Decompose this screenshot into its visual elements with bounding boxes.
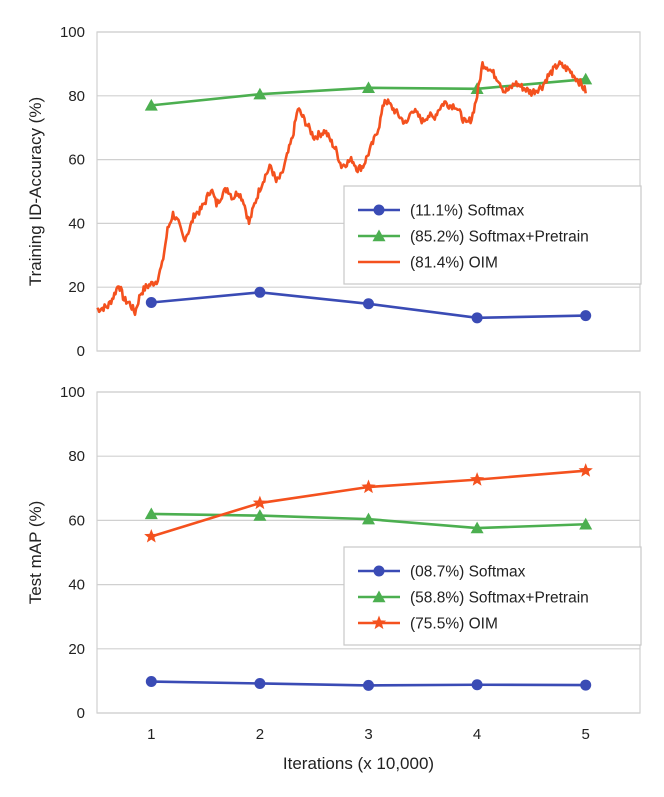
x-tick-label: 5 (582, 726, 590, 743)
y-tick-label: 80 (68, 88, 85, 105)
data-point (362, 512, 375, 525)
data-point (471, 312, 483, 324)
legend-label: (58.8%) Softmax+Pretrain (410, 590, 589, 607)
x-tick-label: 4 (473, 726, 481, 743)
y-tick-label: 40 (68, 577, 85, 594)
series-0 (145, 286, 592, 324)
data-point (580, 679, 592, 691)
legend-marker (372, 590, 386, 603)
data-point (145, 676, 157, 688)
data-point (579, 72, 593, 85)
data-point (470, 521, 484, 534)
y-tick-label: 60 (68, 512, 85, 529)
data-point (254, 286, 266, 298)
y-tick-label: 0 (77, 343, 85, 360)
x-tick-label: 1 (147, 726, 155, 743)
y-tick-label: 40 (68, 215, 85, 232)
series-2 (96, 60, 587, 317)
y-tick-label: 80 (68, 448, 85, 465)
data-point (580, 310, 592, 322)
legend-marker (371, 615, 387, 630)
y-tick-label: 20 (68, 641, 85, 658)
series-2 (144, 463, 593, 543)
legend: (11.1%) Softmax (85.2%) Softmax+Pretrain (… (343, 185, 642, 285)
data-point (144, 528, 159, 543)
legend-label: (81.4%) OIM (410, 255, 498, 272)
data-point (144, 507, 158, 520)
data-point (253, 509, 267, 521)
y-axis-title: Training ID-Accuracy (%) (26, 97, 45, 286)
data-point (578, 463, 593, 477)
series-0 (145, 676, 592, 691)
test-map-panel: 0 20 40 60 80 100 1 2 3 4 5 Iterations (x 10,000) Te… (26, 384, 642, 773)
legend-label: (08.7%) Softmax (410, 564, 526, 581)
y-tick-label: 0 (77, 705, 85, 722)
data-point (253, 87, 267, 100)
legend-marker (373, 204, 385, 216)
series-line-oim (96, 60, 587, 317)
x-tick-label: 3 (364, 726, 372, 743)
y-axis-title: Test mAP (%) (26, 501, 45, 605)
y-tick-label: 60 (68, 152, 85, 169)
data-point (145, 297, 157, 309)
data-point (252, 495, 268, 510)
data-point (362, 81, 375, 94)
data-point (363, 679, 374, 691)
legend-label: (85.2%) Softmax+Pretrain (410, 229, 589, 246)
y-tick-label: 100 (60, 24, 85, 41)
data-point (471, 679, 483, 691)
legend-label: (75.5%) OIM (410, 616, 498, 633)
y-tick-label: 20 (68, 279, 85, 296)
legend-marker (373, 565, 385, 577)
data-point (469, 472, 485, 486)
legend: (08.7%) Softmax (58.8%) Softmax+Pretrain (… (343, 546, 642, 646)
x-axis-title: Iterations (x 10,000) (283, 754, 434, 773)
y-tick-label: 100 (60, 384, 85, 401)
x-tick-label: 2 (256, 726, 264, 743)
legend-label: (11.1%) Softmax (410, 203, 525, 220)
legend-marker (372, 229, 386, 242)
training-accuracy-panel: 0 20 40 60 80 100 Training ID-Accuracy (%) (11.… (26, 24, 642, 360)
data-point (144, 98, 158, 111)
data-point (579, 517, 593, 530)
data-point (254, 677, 266, 689)
data-point (361, 479, 376, 494)
data-point (363, 298, 374, 310)
